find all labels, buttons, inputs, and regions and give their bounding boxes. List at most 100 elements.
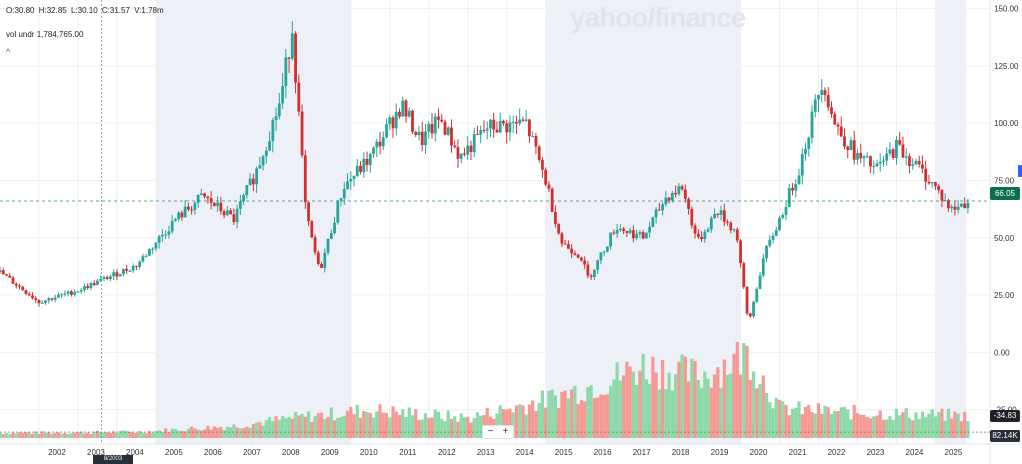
candle-body <box>781 214 785 218</box>
candle-body <box>891 149 895 158</box>
candle-body <box>761 258 765 276</box>
volume-bar <box>43 432 48 438</box>
candle-body <box>667 197 671 201</box>
candle-body <box>238 201 242 209</box>
volume-bar <box>462 417 467 438</box>
candle-body <box>365 158 369 166</box>
candle-body <box>394 111 398 129</box>
volume-bar <box>394 411 398 438</box>
volume-bar <box>469 422 473 438</box>
volume-bar <box>251 423 255 438</box>
volume-bar <box>862 414 866 438</box>
volume-bar <box>544 407 548 438</box>
candle-body <box>440 119 444 122</box>
volume-bar <box>940 408 944 438</box>
candle-body <box>791 188 794 191</box>
candle-body <box>794 183 798 191</box>
candle-body <box>807 137 811 149</box>
volume-bar <box>651 356 655 438</box>
ohlc-readout: O:30.80 H:32.85 L:30.10 C:31.57 V:1.78m <box>6 6 166 15</box>
year-tick-label: 2011 <box>399 448 417 457</box>
volume-bar <box>355 405 359 438</box>
candle-body <box>693 225 697 234</box>
volume-bar <box>177 430 181 438</box>
candle-body <box>401 100 405 117</box>
volume-bar <box>313 416 317 438</box>
volume-bar <box>722 359 726 438</box>
volume-bar <box>609 385 613 438</box>
candle-body <box>495 129 499 133</box>
volume-bar <box>388 417 392 438</box>
candle-body <box>463 153 466 155</box>
volume-bar <box>384 413 389 438</box>
candle-body <box>287 57 291 59</box>
candle-body <box>774 230 778 236</box>
candle-body <box>261 156 265 166</box>
candle-body <box>167 231 171 235</box>
zoom-in-button[interactable]: + <box>502 426 509 437</box>
candle-body <box>180 212 184 218</box>
candle-body <box>810 111 814 138</box>
candle-body <box>459 153 463 159</box>
candle-body <box>303 155 307 203</box>
price-tick-label: 50.00 <box>994 234 1015 243</box>
volume-bar <box>407 407 411 438</box>
candle-body <box>554 211 557 225</box>
candle-body <box>112 272 116 277</box>
volume-bar <box>635 385 639 438</box>
volume-bar <box>599 394 603 438</box>
volume-bar <box>125 431 129 438</box>
price-tick-label: 125.00 <box>994 62 1019 71</box>
candle-body <box>0 270 2 273</box>
candle-body <box>641 232 645 239</box>
alert-marker-icon[interactable] <box>1018 165 1022 177</box>
candle-body <box>196 194 200 203</box>
zoom-controls: − + <box>482 425 514 439</box>
volume-bar <box>885 419 889 438</box>
candle-body <box>508 122 512 133</box>
candle-body <box>31 295 34 299</box>
candle-body <box>219 202 223 212</box>
candle-body <box>183 206 187 218</box>
candle-body <box>654 209 658 218</box>
candle-body <box>118 274 122 277</box>
volume-bar <box>112 431 116 438</box>
candle-body <box>618 228 622 230</box>
volume-bar <box>323 418 327 438</box>
volume-bar <box>518 404 522 438</box>
volume-bar <box>846 409 850 438</box>
volume-bar <box>423 413 428 438</box>
candle-body <box>242 195 246 202</box>
volume-bar <box>378 404 382 438</box>
candle-body <box>307 202 310 222</box>
volume-study-label: vol undr <box>6 30 35 39</box>
volume-bar <box>673 374 678 438</box>
volume-bar <box>631 371 635 438</box>
candle-body <box>950 206 954 209</box>
volume-bar <box>479 415 483 438</box>
volume-bar <box>956 413 960 438</box>
volume-bar <box>420 419 424 438</box>
volume-bar <box>810 412 814 438</box>
zoom-out-button[interactable]: − <box>487 426 494 437</box>
volume-bar <box>498 405 502 438</box>
volume-bar <box>24 432 28 438</box>
candle-body <box>375 141 379 148</box>
volume-bar <box>605 394 609 438</box>
candle-body <box>281 86 284 104</box>
collapse-legend-icon[interactable]: ^ <box>6 47 11 57</box>
candle-body <box>947 200 950 209</box>
volume-bar <box>540 390 545 438</box>
candle-body <box>105 277 109 280</box>
candle-body <box>953 206 957 210</box>
year-tick-label: 2007 <box>243 448 261 457</box>
volume-bar <box>907 417 912 438</box>
volume-bar <box>193 428 197 438</box>
volume-bar <box>134 433 139 438</box>
candle-body <box>573 253 577 255</box>
volume-bar <box>141 432 145 438</box>
volume-bar <box>706 378 710 438</box>
volume-bar <box>758 384 762 438</box>
